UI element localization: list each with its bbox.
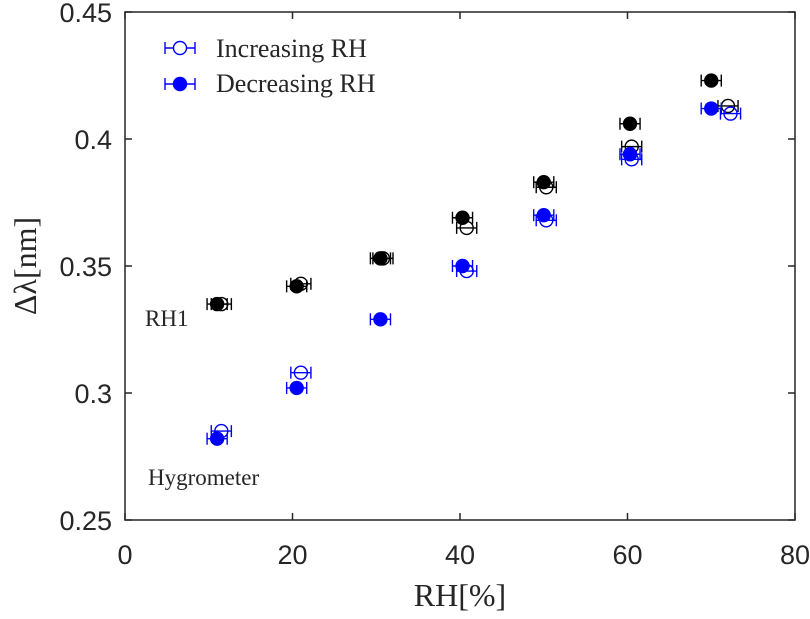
filled-marker: [704, 101, 719, 116]
data-point-rh1-decreasing: [700, 73, 722, 88]
data-point-rh1-decreasing: [369, 251, 392, 266]
x-tick-label: 40: [445, 540, 475, 570]
filled-marker: [373, 251, 388, 266]
legend-marker: [172, 40, 188, 56]
data-point-hygrometer-decreasing: [619, 147, 641, 162]
y-tick-label: 0.25: [59, 506, 112, 536]
data-point-rh1-decreasing: [285, 279, 308, 294]
filled-marker: [622, 147, 638, 162]
data-point-hygrometer-decreasing: [700, 101, 722, 116]
annotation-rh1: RH1: [145, 306, 188, 331]
x-tick-label: 20: [277, 540, 307, 570]
y-axis-title: Δλ[nm]: [7, 217, 43, 315]
data-point-rh1-decreasing: [451, 210, 474, 225]
x-tick-label: 80: [780, 540, 810, 570]
y-tick-label: 0.3: [74, 379, 112, 409]
legend: Increasing RH Decreasing RH: [148, 30, 418, 102]
legend-box: [148, 30, 418, 102]
data-point-hygrometer-decreasing: [285, 380, 308, 396]
data-point-rh1-decreasing: [533, 174, 555, 190]
y-tick-label: 0.45: [59, 0, 112, 28]
filled-marker: [289, 279, 304, 294]
legend-marker: [172, 76, 188, 92]
filled-marker: [209, 431, 225, 446]
data-point-rh1-decreasing: [206, 296, 228, 312]
legend-label-increasing: Increasing RH: [216, 34, 367, 63]
x-tick-label: 0: [117, 540, 132, 570]
filled-marker: [536, 174, 551, 190]
annotation-hygrometer: Hygrometer: [148, 465, 259, 490]
filled-marker: [536, 207, 551, 223]
y-tick-label: 0.4: [74, 125, 112, 155]
data-point-hygrometer-increasing: [719, 106, 742, 121]
y-tick-label: 0.35: [59, 252, 112, 282]
legend-label-decreasing: Decreasing RH: [216, 69, 376, 98]
data-marks: [206, 73, 742, 446]
legend-item-decreasing: Decreasing RH: [164, 69, 376, 98]
filled-marker: [622, 116, 638, 131]
data-point-hygrometer-increasing: [290, 365, 312, 380]
data-point-hygrometer-decreasing: [533, 207, 555, 223]
data-point-rh1-decreasing: [619, 116, 641, 131]
filled-marker: [455, 210, 470, 225]
open-marker: [293, 365, 309, 380]
data-point-hygrometer-decreasing: [369, 312, 392, 327]
x-axis-title: RH[%]: [414, 577, 506, 613]
filled-marker: [455, 258, 470, 274]
legend-item-increasing: Increasing RH: [164, 34, 367, 63]
axes: 0 20 40 60 80 0.25 0.3 0.35 0.4 0.45: [59, 0, 810, 570]
legend-marker-filled-circle: [164, 76, 196, 92]
filled-marker: [373, 312, 388, 327]
filled-marker: [209, 296, 225, 312]
filled-marker: [704, 73, 719, 88]
data-point-hygrometer-decreasing: [206, 431, 228, 446]
legend-marker-open-circle: [164, 40, 196, 56]
open-marker: [723, 106, 738, 121]
data-point-hygrometer-decreasing: [451, 258, 474, 274]
x-tick-label: 60: [612, 540, 642, 570]
filled-marker: [289, 380, 304, 396]
